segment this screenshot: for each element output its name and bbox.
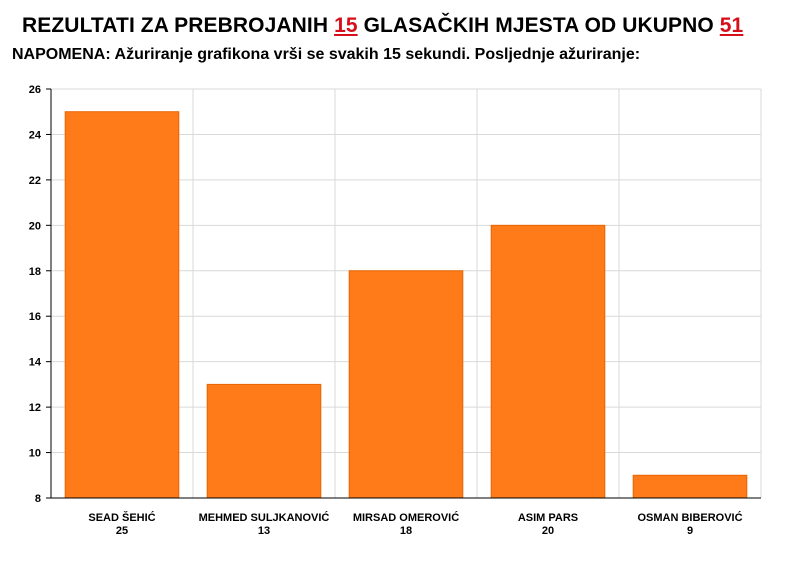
y-tick-label: 22 — [29, 175, 41, 187]
y-tick-label: 10 — [29, 448, 41, 460]
title-middle: GLASAČKIH MJESTA OD UKUPNO — [363, 14, 714, 37]
title-prefix: REZULTATI ZA PREBROJANIH — [22, 14, 329, 37]
value-label: 18 — [400, 525, 412, 537]
category-label: MEHMED SULJKANOVIĆ — [199, 511, 330, 524]
y-tick-labels: 8 10 12 14 16 18 20 22 24 26 — [29, 84, 42, 505]
bar — [632, 474, 748, 499]
y-tick-label: 18 — [29, 266, 41, 278]
y-tick-label: 26 — [29, 84, 41, 96]
category-label: MIRSAD OMEROVIĆ — [353, 511, 459, 524]
value-label: 20 — [542, 525, 554, 537]
y-tick-label: 12 — [29, 402, 41, 414]
y-tick-label: 20 — [29, 220, 41, 232]
bar — [348, 270, 464, 499]
value-label: 13 — [258, 525, 270, 537]
y-tick-label: 24 — [29, 129, 42, 141]
y-tick-label: 16 — [29, 311, 41, 323]
value-label: 25 — [116, 525, 128, 537]
chart-title: REZULTATI ZA PREBROJANIH 15 GLASAČKIH MJ… — [22, 14, 743, 38]
total-stations: 51 — [719, 14, 744, 37]
update-note: NAPOMENA: Ažuriranje grafikona vrši se s… — [12, 46, 641, 63]
bar — [64, 111, 180, 499]
category-label: OSMAN BIBEROVIĆ — [637, 511, 742, 524]
value-label: 9 — [687, 525, 693, 537]
bar — [206, 383, 322, 499]
axes — [46, 88, 761, 499]
y-tick-label: 8 — [35, 493, 41, 505]
counted-stations: 15 — [334, 14, 358, 37]
y-tick-label: 14 — [29, 357, 42, 369]
bars-group — [64, 111, 748, 499]
bar — [490, 224, 606, 499]
category-label: SEAD ŠEHIĆ — [88, 511, 155, 524]
category-label: ASIM PARS — [518, 512, 578, 524]
